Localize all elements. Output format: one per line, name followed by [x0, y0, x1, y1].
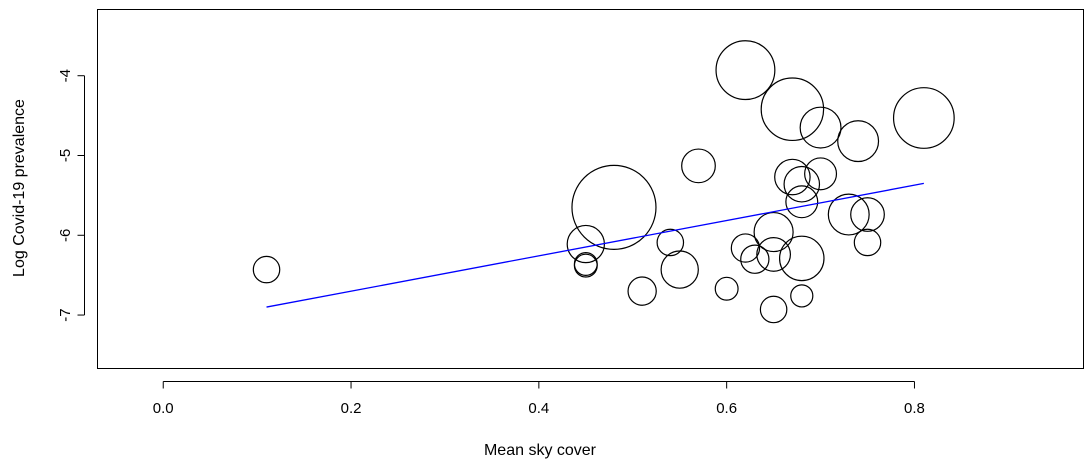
data-point: [252, 255, 281, 284]
data-point: [756, 237, 792, 272]
data-point: [660, 250, 699, 289]
x-axis-label: Mean sky cover: [484, 442, 597, 459]
data-point: [790, 284, 814, 308]
data-point: [778, 235, 825, 282]
regression-line-group: [266, 182, 924, 308]
data-point: [853, 228, 882, 257]
data-point: [804, 157, 838, 191]
data-point: [753, 211, 794, 253]
x-axis: 0.0 0.2 0.4 0.6 0.8: [153, 381, 925, 417]
data-point: [892, 87, 955, 149]
x-tick-label: 0.8: [904, 400, 925, 417]
x-tick-label: 0.0: [153, 400, 174, 417]
data-point: [573, 253, 598, 278]
data-points: [252, 40, 955, 324]
y-tick-label: -6: [57, 229, 74, 242]
data-point: [730, 233, 761, 263]
data-point: [571, 164, 657, 250]
y-tick-label: -4: [57, 69, 74, 82]
data-point: [573, 251, 598, 276]
data-point: [785, 185, 819, 219]
data-point: [799, 106, 842, 149]
data-point: [714, 276, 739, 301]
y-tick-label: -5: [57, 149, 74, 162]
x-tick-label: 0.4: [528, 400, 549, 417]
data-point: [681, 148, 716, 184]
y-axis-label: Log Covid-19 prevalence: [11, 99, 28, 277]
y-axis: -4 -5 -6 -7: [57, 69, 85, 322]
y-tick-label: -7: [57, 308, 74, 321]
data-point: [656, 228, 685, 257]
data-point: [760, 77, 825, 142]
data-point: [783, 165, 821, 203]
data-point: [837, 120, 880, 163]
x-tick-label: 0.6: [716, 400, 737, 417]
data-point: [827, 193, 870, 236]
data-point: [850, 197, 885, 232]
data-point: [774, 158, 811, 196]
x-tick-label: 0.2: [341, 400, 362, 417]
regression-line: [266, 182, 924, 308]
data-point: [715, 40, 776, 101]
data-point: [740, 244, 770, 274]
plot-frame: [97, 9, 1084, 369]
data-point: [627, 276, 657, 306]
data-point: [759, 295, 788, 324]
